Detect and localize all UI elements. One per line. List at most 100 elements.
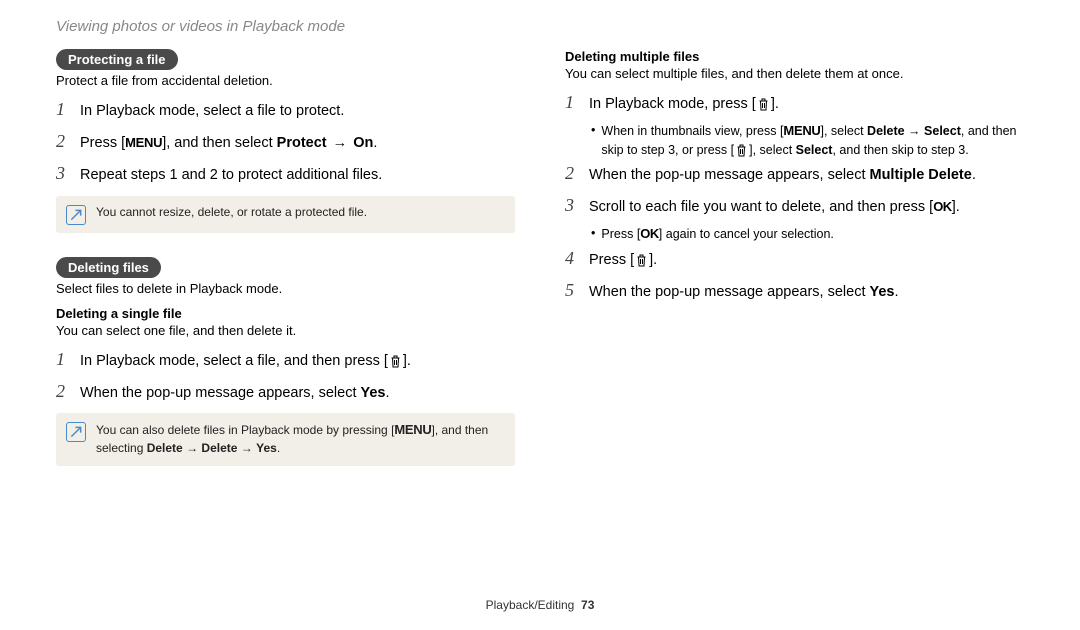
bold-text: Yes <box>256 441 277 455</box>
protect-step-2: 2 Press [MENU], and then select Protect … <box>56 128 515 156</box>
bold-text: Delete <box>201 441 237 455</box>
bold-text: Select <box>796 143 833 157</box>
arrow: → <box>183 441 202 455</box>
text: ]. <box>403 353 411 369</box>
deleting-files-badge: Deleting files <box>56 257 161 278</box>
step-number: 3 <box>56 160 80 188</box>
step-body: Scroll to each file you want to delete, … <box>589 196 1024 218</box>
bullet-body: Press [OK] again to cancel your selectio… <box>601 224 834 244</box>
text: . <box>972 167 976 183</box>
step3-bullets: • Press [OK] again to cancel your select… <box>591 224 1024 244</box>
page-number: 73 <box>581 598 594 612</box>
step-number: 2 <box>565 160 589 188</box>
text: ]. <box>771 96 779 112</box>
step-body: Press []. <box>589 249 1024 271</box>
step-number: 3 <box>565 192 589 220</box>
step-body: In Playback mode, select a file, and the… <box>80 350 515 372</box>
text: Press [ <box>80 135 125 151</box>
delete-subtext: Select files to delete in Playback mode. <box>56 281 515 296</box>
menu-button-label: MENU <box>783 123 820 138</box>
page-footer: Playback/Editing 73 <box>0 598 1080 612</box>
left-column: Protecting a file Protect a file from ac… <box>56 49 515 474</box>
text: ], and then select <box>162 135 276 151</box>
step-number: 1 <box>56 96 80 124</box>
step-number: 5 <box>565 277 589 305</box>
text: You can also delete files in Playback mo… <box>96 423 394 437</box>
step-number: 2 <box>56 378 80 406</box>
trash-icon <box>388 354 403 368</box>
text: ]. <box>952 199 960 215</box>
step-body: In Playback mode, press []. <box>589 93 1024 115</box>
protecting-file-badge: Protecting a file <box>56 49 178 70</box>
deleting-multiple-heading: Deleting multiple files <box>565 49 1024 64</box>
protect-step-3: 3 Repeat steps 1 and 2 to protect additi… <box>56 160 515 188</box>
protect-note: You cannot resize, delete, or rotate a p… <box>56 196 515 233</box>
bold-text: Delete <box>867 124 905 138</box>
multi-step-1: 1 In Playback mode, press []. <box>565 89 1024 117</box>
deleting-multiple-sub: You can select multiple files, and then … <box>565 66 1024 81</box>
text: ]. <box>649 252 657 268</box>
right-column: Deleting multiple files You can select m… <box>565 49 1024 474</box>
note-text: You cannot resize, delete, or rotate a p… <box>96 204 367 221</box>
footer-section: Playback/Editing <box>486 598 575 612</box>
trash-icon <box>634 253 649 267</box>
delete-single-step-1: 1 In Playback mode, select a file, and t… <box>56 346 515 374</box>
text: ], select <box>749 143 796 157</box>
deleting-single-sub: You can select one file, and then delete… <box>56 323 515 338</box>
bold-text: Delete <box>147 441 183 455</box>
text: When the pop-up message appears, select <box>589 167 870 183</box>
multi-step-5: 5 When the pop-up message appears, selec… <box>565 277 1024 305</box>
bold-text: Multiple Delete <box>870 167 972 183</box>
text: When the pop-up message appears, select <box>80 385 361 401</box>
text: Press [ <box>601 227 640 241</box>
step-body: When the pop-up message appears, select … <box>80 382 515 404</box>
text: . <box>277 441 280 455</box>
bold-text: Yes <box>870 284 895 300</box>
step-body: Press [MENU], and then select Protect → … <box>80 132 515 154</box>
step-number: 1 <box>56 346 80 374</box>
text: , and then skip to step 3. <box>832 143 968 157</box>
trash-icon <box>734 143 749 157</box>
step-number: 2 <box>56 128 80 156</box>
menu-button-label: MENU <box>125 135 162 150</box>
protect-subtext: Protect a file from accidental deletion. <box>56 73 515 88</box>
multi-step-3: 3 Scroll to each file you want to delete… <box>565 192 1024 220</box>
text: When the pop-up message appears, select <box>589 284 870 300</box>
delete-single-steps: 1 In Playback mode, select a file, and t… <box>56 346 515 406</box>
bold-text: On <box>353 135 373 151</box>
step1-bullets: • When in thumbnails view, press [MENU],… <box>591 121 1024 160</box>
bullet-item: • Press [OK] again to cancel your select… <box>591 224 1024 244</box>
bold-text: Yes <box>361 385 386 401</box>
step-number: 4 <box>565 245 589 273</box>
step-body: Repeat steps 1 and 2 to protect addition… <box>80 164 515 186</box>
step-body: In Playback mode, select a file to prote… <box>80 100 515 122</box>
menu-button-label: MENU <box>394 422 431 437</box>
text: When in thumbnails view, press [ <box>601 124 783 138</box>
deleting-single-heading: Deleting a single file <box>56 306 515 321</box>
multi-step-4: 4 Press []. <box>565 245 1024 273</box>
bullet-dot: • <box>591 224 595 244</box>
bold-text: Protect <box>277 135 327 151</box>
bullet-dot: • <box>591 121 595 160</box>
text: . <box>895 284 899 300</box>
step-body: When the pop-up message appears, select … <box>589 281 1024 303</box>
text: . <box>386 385 390 401</box>
bullet-body: When in thumbnails view, press [MENU ], s… <box>601 121 1024 160</box>
ok-button-label: OK <box>640 226 659 241</box>
page-header: Viewing photos or videos in Playback mod… <box>56 18 1024 35</box>
delete-single-step-2: 2 When the pop-up message appears, selec… <box>56 378 515 406</box>
arrow: → <box>237 441 256 455</box>
note-icon <box>66 205 86 225</box>
bold-text: Select <box>924 124 961 138</box>
text: Press [ <box>589 252 634 268</box>
text: Scroll to each file you want to delete, … <box>589 199 933 215</box>
ok-button-label: OK <box>933 199 952 214</box>
step-number: 1 <box>565 89 589 117</box>
arrow: → <box>327 135 354 151</box>
text: . <box>373 135 377 151</box>
delete-note: You can also delete files in Playback mo… <box>56 413 515 465</box>
multi-step-2: 2 When the pop-up message appears, selec… <box>565 160 1024 188</box>
text: In Playback mode, press [ <box>589 96 756 112</box>
arrow: → <box>905 124 924 138</box>
note-text: You can also delete files in Playback mo… <box>96 421 505 457</box>
